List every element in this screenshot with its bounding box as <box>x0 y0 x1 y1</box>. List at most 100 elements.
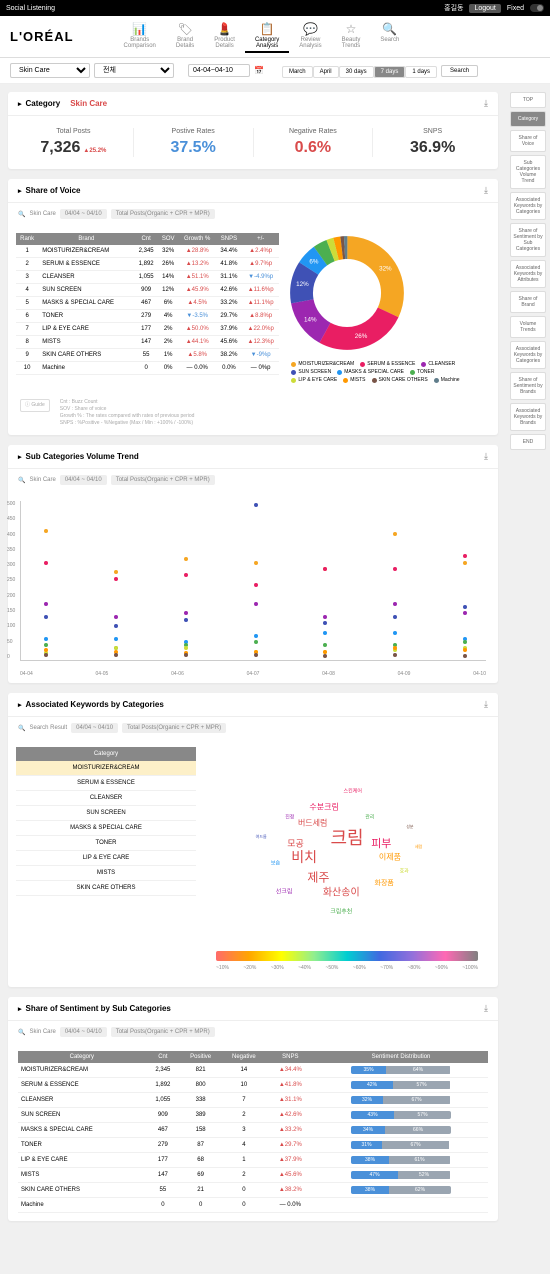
search-button[interactable]: Search <box>441 65 478 77</box>
data-point[interactable] <box>184 557 188 561</box>
date-input[interactable] <box>188 64 250 77</box>
category-select[interactable]: Skin Care <box>10 63 90 78</box>
keyword[interactable]: 스킨케어 <box>344 788 362 795</box>
fixed-toggle[interactable] <box>530 4 544 12</box>
data-point[interactable] <box>114 624 118 628</box>
category-row[interactable]: TONER <box>16 836 196 851</box>
data-point[interactable] <box>393 532 397 536</box>
keyword[interactable]: 진정 <box>285 814 294 821</box>
keyword[interactable]: 선크림 <box>276 887 293 896</box>
data-point[interactable] <box>393 653 397 657</box>
data-point[interactable] <box>393 567 397 571</box>
data-point[interactable] <box>114 637 118 641</box>
sidenav-item[interactable]: TOP <box>510 92 546 108</box>
period-chip[interactable]: 30 days <box>339 66 374 78</box>
data-point[interactable] <box>184 573 188 577</box>
data-point[interactable] <box>463 640 467 644</box>
keyword[interactable]: 수분크림 <box>309 802 338 813</box>
table-row[interactable]: MISTS147692▲45.6%47%52% <box>18 1168 488 1183</box>
table-row[interactable]: 1MOISTURIZER&CREAM2,34532%▲28.8%34.4%▲2.… <box>16 245 279 258</box>
logout-button[interactable]: Logout <box>469 4 500 13</box>
sidenav-item[interactable]: Volume Trends <box>510 316 546 338</box>
data-point[interactable] <box>184 618 188 622</box>
nav-item[interactable]: 💄Product Details <box>204 20 245 53</box>
table-row[interactable]: 4SUN SCREEN90912%▲45.9%42.6%▲11.6%p <box>16 284 279 297</box>
sidenav-item[interactable]: Share of Sentiment by Sub Categories <box>510 223 546 257</box>
nav-item[interactable]: 📊Brands Comparison <box>114 20 166 53</box>
sidenav-item[interactable]: Share of Voice <box>510 130 546 152</box>
data-point[interactable] <box>254 503 258 507</box>
data-point[interactable] <box>44 653 48 657</box>
period-chip[interactable]: 1 days <box>405 66 437 78</box>
nav-item[interactable]: ☆Beauty Trends <box>332 20 371 53</box>
table-row[interactable]: 7LIP & EYE CARE1772%▲50.0%37.9%▲22.0%p <box>16 323 279 336</box>
table-row[interactable]: 3CLEANSER1,05514%▲51.1%31.1%▼-4.9%p <box>16 271 279 284</box>
data-point[interactable] <box>44 643 48 647</box>
data-point[interactable] <box>254 561 258 565</box>
category-row[interactable]: SUN SCREEN <box>16 806 196 821</box>
data-point[interactable] <box>393 602 397 606</box>
data-point[interactable] <box>323 654 327 658</box>
table-row[interactable]: SUN SCREEN9093892▲42.6%43%57% <box>18 1108 488 1123</box>
data-point[interactable] <box>114 615 118 619</box>
table-row[interactable]: 6TONER2794%▼-3.5%29.7%▲8.8%p <box>16 310 279 323</box>
download-icon[interactable]: ⤓ <box>484 1003 488 1014</box>
category-row[interactable]: SKIN CARE OTHERS <box>16 881 196 896</box>
keyword[interactable]: 모공 <box>287 837 304 850</box>
category-row[interactable]: SERUM & ESSENCE <box>16 776 196 791</box>
category-row[interactable]: MISTS <box>16 866 196 881</box>
category-row[interactable]: CLEANSER <box>16 791 196 806</box>
data-point[interactable] <box>463 554 467 558</box>
data-point[interactable] <box>463 654 467 658</box>
data-point[interactable] <box>463 611 467 615</box>
table-row[interactable]: 8MISTS1472%▲44.1%45.6%▲12.3%p <box>16 336 279 349</box>
data-point[interactable] <box>323 615 327 619</box>
table-row[interactable]: 9SKIN CARE OTHERS551%▲5.8%38.2%▼-9%p <box>16 349 279 362</box>
table-row[interactable]: 2SERUM & ESSENCE1,89226%▲13.2%41.8%▲9.7%… <box>16 258 279 271</box>
data-point[interactable] <box>44 637 48 641</box>
sidenav-item[interactable]: Share of Brand <box>510 291 546 313</box>
download-icon[interactable]: ⤓ <box>484 185 488 196</box>
subcategory-select[interactable]: 전체 <box>94 63 174 78</box>
table-row[interactable]: CLEANSER1,0553387▲31.1%32%67% <box>18 1093 488 1108</box>
keyword[interactable]: 크림추천 <box>330 907 352 916</box>
calendar-icon[interactable]: 📅 <box>254 66 264 75</box>
data-point[interactable] <box>184 646 188 650</box>
data-point[interactable] <box>393 615 397 619</box>
keyword[interactable]: 세럼 <box>415 844 422 850</box>
table-row[interactable]: LIP & EYE CARE177681▲37.9%38%61% <box>18 1153 488 1168</box>
table-row[interactable]: TONER279874▲29.7%31%67% <box>18 1138 488 1153</box>
data-point[interactable] <box>463 561 467 565</box>
data-point[interactable] <box>114 577 118 581</box>
data-point[interactable] <box>254 653 258 657</box>
table-row[interactable]: MOISTURIZER&CREAM2,34582114▲34.4%35%64% <box>18 1063 488 1078</box>
table-row[interactable]: 10Machine00%— 0.0%0.0%— 0%p <box>16 362 279 375</box>
table-row[interactable]: Machine000— 0.0% <box>18 1198 488 1213</box>
period-chip[interactable]: 7 days <box>374 66 406 78</box>
data-point[interactable] <box>254 602 258 606</box>
nav-item[interactable]: 📋Category Analysis <box>245 20 289 53</box>
data-point[interactable] <box>114 570 118 574</box>
period-chip[interactable]: April <box>313 66 339 78</box>
keyword[interactable]: 피부 <box>371 835 391 851</box>
keyword[interactable]: 이제품 <box>379 852 401 863</box>
data-point[interactable] <box>254 640 258 644</box>
table-row[interactable]: 5MASKS & SPECIAL CARE4676%▲4.5%33.2%▲11.… <box>16 297 279 310</box>
data-point[interactable] <box>184 611 188 615</box>
keyword[interactable]: 화산송이 <box>323 884 360 899</box>
data-point[interactable] <box>254 634 258 638</box>
data-point[interactable] <box>393 631 397 635</box>
data-point[interactable] <box>184 653 188 657</box>
data-point[interactable] <box>44 615 48 619</box>
keyword[interactable]: 크림 <box>330 824 363 850</box>
keyword[interactable]: 버드세럼 <box>298 818 327 829</box>
keyword[interactable]: 여드름 <box>256 834 267 840</box>
sidenav-item[interactable]: Associated Keywords by Categories <box>510 192 546 220</box>
data-point[interactable] <box>323 621 327 625</box>
keyword[interactable]: 비치 <box>291 847 317 867</box>
sidenav-item[interactable]: END <box>510 434 546 450</box>
keyword[interactable]: 보습 <box>271 860 280 867</box>
table-row[interactable]: SKIN CARE OTHERS55210▲38.2%38%62% <box>18 1183 488 1198</box>
download-icon[interactable]: ⤓ <box>484 699 488 710</box>
data-point[interactable] <box>114 653 118 657</box>
